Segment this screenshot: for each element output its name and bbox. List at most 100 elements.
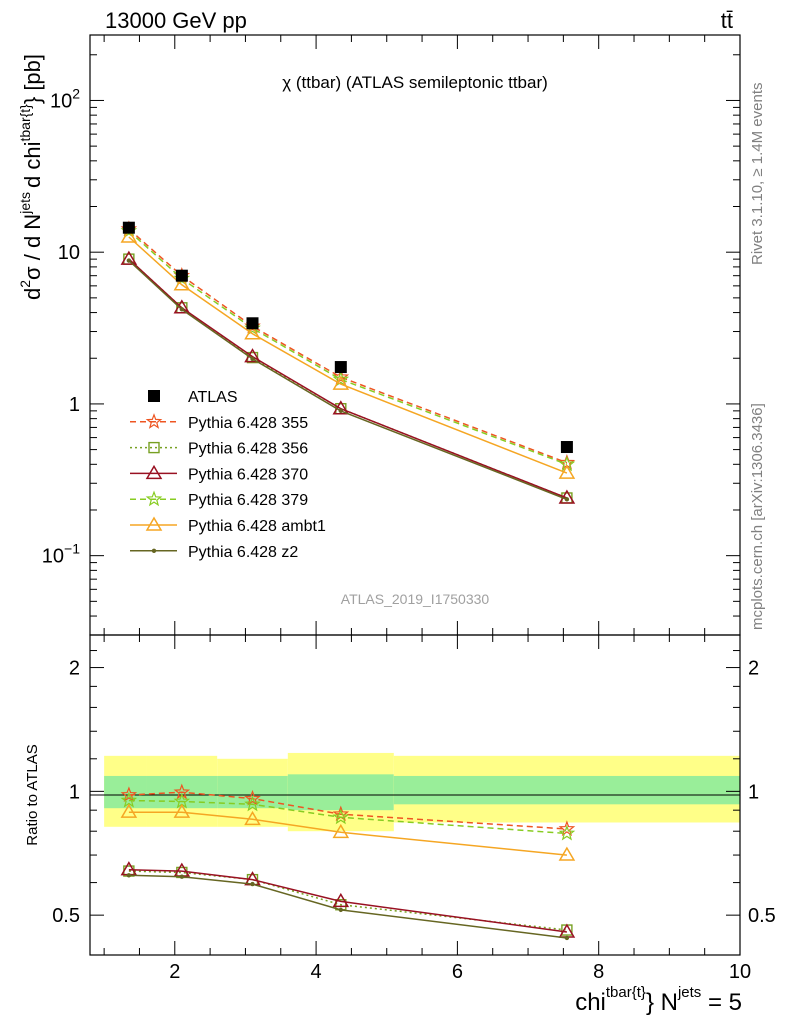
legend-marker — [148, 390, 160, 402]
ratio-series-line — [128, 870, 567, 931]
data-point — [334, 361, 347, 374]
xlabel-part-a: chi — [575, 989, 606, 1016]
ratio-series-point — [558, 846, 576, 861]
xlabel-part-e: = 5 — [701, 989, 742, 1016]
ratio-series-point — [173, 803, 191, 818]
main-series-point — [120, 250, 138, 265]
ratio-series-point — [250, 881, 255, 887]
ratio-y-tick-label: 1 — [69, 781, 80, 803]
ratio-y-tick-label-right: 0.5 — [748, 905, 776, 927]
ratio-series-layer — [120, 783, 576, 941]
legend: ATLAS Pythia 6.428 355 Pythia 6.428 356 Pyt… — [130, 389, 326, 561]
ratio-y-tick-label-right: 2 — [748, 658, 759, 680]
ylabel-part-b: 2 — [17, 280, 33, 288]
x-tick-label: 2 — [169, 961, 180, 983]
main-series-line — [128, 230, 568, 466]
tick-base: 10 — [50, 90, 72, 112]
legend-marker — [145, 413, 163, 429]
legend-label: Pythia 6.428 ambt1 — [188, 518, 326, 535]
tick-exponent: 2 — [72, 85, 80, 101]
x-tick-label: 10 — [729, 961, 751, 983]
tick-base: 1 — [69, 394, 80, 416]
legend-label: Pythia 6.428 z2 — [188, 544, 298, 561]
main-y-tick-label: 102 — [50, 85, 80, 112]
ratio-series-point — [179, 874, 185, 879]
main-series-point — [338, 408, 344, 414]
analysis-id: ATLAS_2019_I1750330 — [341, 591, 490, 607]
ratio-series-point — [332, 823, 350, 839]
ratio-y-tick-label: 2 — [69, 658, 80, 680]
ratio-panel: 2 2 1 1 0.5 0.5 Ratio to ATLAS — [24, 634, 776, 956]
ratio-panel-frame — [89, 634, 741, 956]
ratio-series-point — [120, 791, 138, 808]
ratio-band-stat — [287, 774, 394, 811]
tick-base: 10 — [58, 242, 80, 264]
ratio-series-line — [128, 799, 567, 835]
main-series-line — [128, 258, 568, 499]
legend-marker — [145, 516, 163, 531]
x-tick-label: 6 — [452, 961, 463, 983]
header-energy: 13000 GeV pp — [105, 8, 247, 33]
ylabel-part-f: tbar{t} — [17, 104, 33, 142]
legend-label: Pythia 6.428 355 — [188, 415, 308, 432]
main-series-line — [128, 260, 568, 501]
ratio-y-tick-label: 0.5 — [52, 905, 80, 927]
rivet-version-label: Rivet 3.1.10, ≥ 1.4M events — [749, 83, 766, 266]
xlabel-part-b: tbar{t} — [606, 984, 646, 1001]
ratio-series-line — [128, 868, 568, 933]
main-series-point — [332, 368, 350, 385]
ratio-series-point — [338, 907, 344, 913]
ratio-series-point — [126, 873, 132, 878]
ratio-series-point — [120, 803, 138, 818]
ratio-series-point — [120, 786, 138, 802]
ratio-y-tick-label-right: 1 — [748, 781, 759, 803]
ylabel-part-c: σ / d N — [20, 214, 45, 280]
main-ylabel: d2σ / d Njets d chitbar{t}} [pb] — [17, 54, 45, 300]
main-title: χ (ttbar) (ATLAS semileptonic ttbar) — [282, 73, 548, 92]
main-series-line — [128, 236, 568, 474]
x-axis-label: chitbar{t}} Njets = 5 — [575, 984, 742, 1016]
main-series-point — [564, 497, 570, 502]
main-series-point — [179, 307, 185, 312]
ratio-band-layer — [104, 752, 740, 832]
data-point — [175, 269, 188, 282]
main-series-point — [120, 228, 138, 243]
main-series-line — [128, 258, 568, 499]
ylabel-part-e: d chi — [20, 142, 45, 188]
main-series-point — [126, 258, 132, 263]
tick-exponent: −1 — [64, 541, 80, 557]
ratio-series-point — [564, 935, 570, 941]
xlabel-part-c: } N — [646, 989, 678, 1016]
main-y-tick-label: 10 — [58, 242, 80, 264]
data-point — [246, 317, 259, 330]
ratio-series-point — [332, 808, 350, 825]
x-tick-label: 8 — [593, 961, 604, 983]
data-point — [560, 441, 573, 454]
legend-marker — [148, 441, 160, 454]
ratio-series-point — [244, 810, 261, 826]
ratio-series-point — [558, 820, 576, 837]
tick-base: 10 — [42, 546, 64, 568]
main-series-point — [244, 325, 261, 340]
ratio-series-point — [244, 795, 261, 812]
legend-marker — [145, 464, 163, 480]
mcplots-label: mcplots.cern.ch [arXiv:1306.3436] — [749, 403, 766, 630]
ylabel-part-a: d — [20, 288, 45, 300]
main-series-point — [173, 276, 191, 291]
ylabel-part-d: jets — [17, 192, 33, 215]
main-series-point — [250, 356, 255, 362]
legend-label: Pythia 6.428 379 — [188, 492, 308, 509]
legend-label: ATLAS — [188, 389, 238, 406]
ylabel-part-g: } [pb] — [20, 54, 45, 104]
legend-marker — [145, 490, 163, 507]
data-point — [122, 221, 135, 234]
main-series-point — [558, 489, 576, 504]
legend-label: Pythia 6.428 370 — [188, 466, 308, 483]
ratio-band-stat — [393, 775, 740, 805]
main-series-point — [332, 375, 350, 390]
main-y-tick-label: 10−1 — [42, 541, 80, 568]
x-tick-label: 4 — [311, 961, 322, 983]
ratio-series-line — [128, 811, 567, 856]
